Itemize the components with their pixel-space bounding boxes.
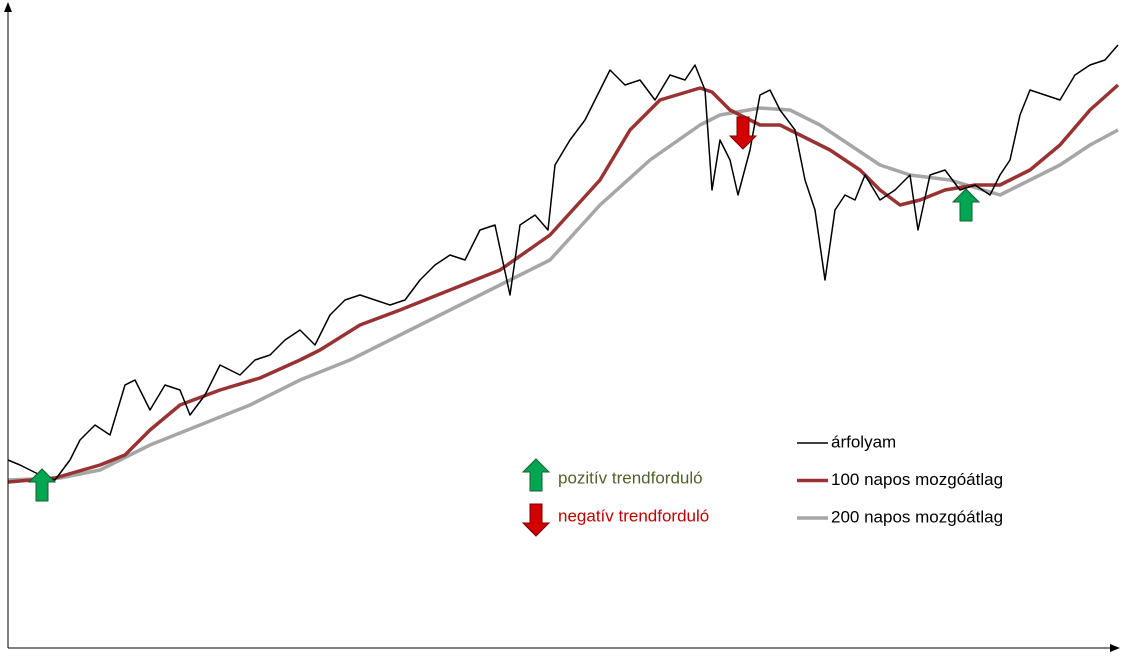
legend-label: 200 napos mozgóátlag [831, 507, 1003, 526]
y-axis-arrow [4, 2, 12, 12]
up-arrow [27, 468, 57, 502]
series-line [7, 44, 1119, 481]
series-line [7, 106, 1119, 482]
legend-label: 100 napos mozgóátlag [831, 470, 1003, 489]
up-arrow [951, 188, 981, 222]
annotation: negatív trendforduló [558, 506, 709, 525]
series-line [7, 83, 1120, 484]
x-axis-arrow [1110, 644, 1120, 652]
annotation: pozitív trendforduló [558, 468, 703, 487]
down-arrow [521, 503, 551, 537]
down-arrow [728, 116, 758, 150]
legend-label: árfolyam [831, 432, 896, 451]
up-arrow [521, 458, 551, 492]
plot-area [7, 44, 1120, 484]
